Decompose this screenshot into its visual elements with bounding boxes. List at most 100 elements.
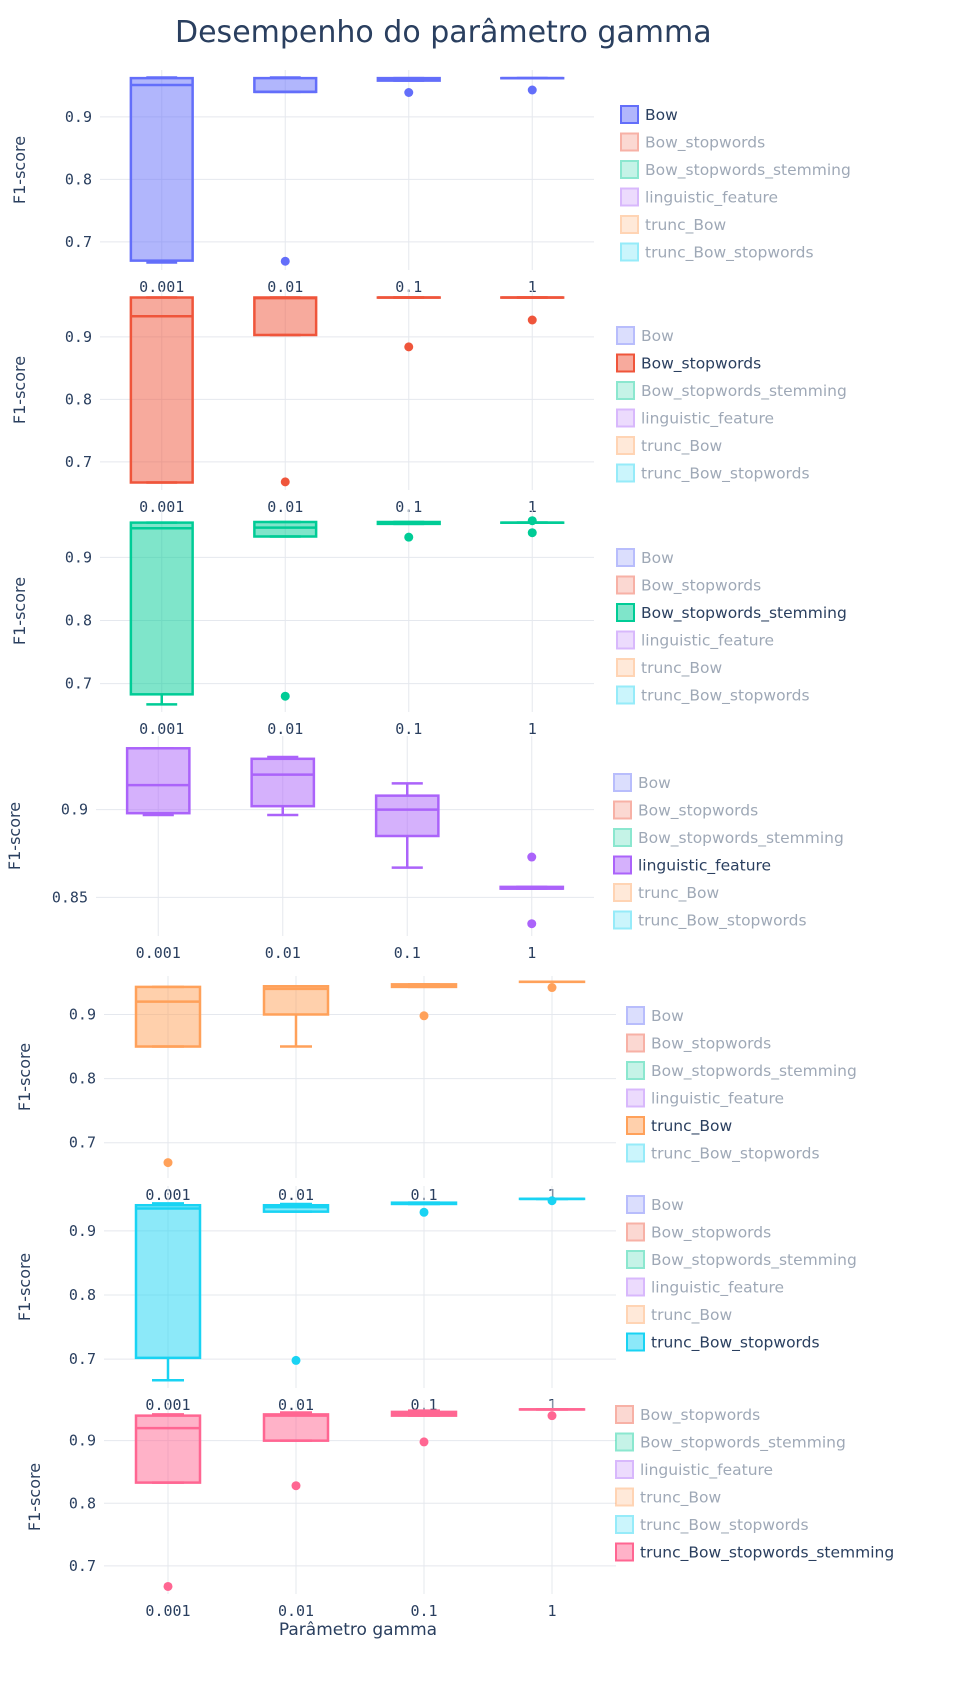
outlier-point[interactable] [404,342,414,352]
box-1[interactable] [500,516,565,538]
legend-item[interactable]: trunc_Bow_stopwords [626,1332,820,1353]
box-0.1[interactable] [374,782,440,869]
box-0.1[interactable] [390,1409,458,1447]
legend-item[interactable]: trunc_Bow_stopwords [616,463,810,484]
legend-swatch [626,1305,645,1324]
outlier-point[interactable] [280,256,290,266]
outlier-point[interactable] [291,1355,301,1365]
legend-item[interactable]: trunc_Bow [613,883,719,903]
box-1[interactable] [518,980,586,993]
legend-item[interactable]: linguistic_feature [613,855,771,876]
legend-item[interactable]: trunc_Bow [626,1116,732,1136]
legend-item[interactable]: Bow [613,773,671,792]
outlier-point[interactable] [280,477,290,487]
legend-item[interactable]: trunc_Bow_stopwords [620,242,814,263]
legend-item[interactable]: trunc_Bow_stopwords_stemming [615,1542,894,1563]
box-0.01[interactable] [262,1202,330,1365]
legend-item[interactable]: Bow [616,326,674,345]
legend-label: trunc_Bow_stopwords_stemming [640,1544,894,1563]
outlier-point[interactable] [547,1196,557,1206]
legend-swatch [613,828,632,847]
box-0.001[interactable] [134,1413,202,1591]
legend-item[interactable]: linguistic_feature [626,1277,784,1298]
box-0.1[interactable] [390,983,458,1021]
box-0.01[interactable] [262,985,330,1048]
box-1[interactable] [500,76,565,95]
outlier-point[interactable] [527,852,537,862]
legend-item[interactable]: Bow_stopwords [616,575,761,596]
legend-item[interactable]: trunc_Bow [616,436,722,456]
legend-item[interactable]: Bow_stopwords [613,800,758,821]
legend-item[interactable]: Bow_stopwords_stemming [616,381,847,401]
legend-item[interactable]: linguistic_feature [615,1460,773,1480]
y-tick-label: 0.9 [65,328,92,346]
box-0.001[interactable] [125,747,191,817]
outlier-point[interactable] [547,1411,557,1421]
legend-item[interactable]: Bow_stopwords [626,1033,771,1054]
box-1[interactable] [518,1196,586,1206]
box-0.01[interactable] [250,755,316,817]
box-0.1[interactable] [376,76,441,97]
box-0.1[interactable] [390,1201,458,1217]
legend-swatch [626,1116,645,1135]
box-0.01[interactable] [262,1411,330,1491]
y-axis-title: F1-score [15,1253,34,1321]
legend-swatch [626,1250,645,1269]
legend-item[interactable]: Bow_stopwords [615,1405,760,1425]
box-1[interactable] [499,852,565,929]
outlier-point[interactable] [527,528,537,538]
legend-item[interactable]: linguistic_feature [616,630,774,651]
legend-item[interactable]: Bow_stopwords_stemming [613,828,844,848]
box-0.001[interactable] [134,985,202,1168]
box-1[interactable] [500,296,565,325]
box-0.001[interactable] [134,1202,202,1382]
legend-item[interactable]: trunc_Bow [616,658,722,678]
box-0.01[interactable] [253,520,318,701]
box-0.01[interactable] [253,296,318,487]
legend-item[interactable]: trunc_Bow [620,215,726,235]
legend-item[interactable]: Bow [616,548,674,567]
outlier-point[interactable] [547,983,557,993]
outlier-point[interactable] [419,1437,429,1447]
box-0.1[interactable] [376,520,441,542]
legend-item[interactable]: Bow_stopwords [620,132,765,153]
box-0.001[interactable] [129,296,194,484]
legend-item[interactable]: Bow_stopwords_stemming [615,1432,846,1453]
outlier-point[interactable] [404,88,414,97]
outlier-point[interactable] [419,1207,429,1217]
legend-item[interactable]: trunc_Bow_stopwords [615,1515,809,1535]
legend-item[interactable]: trunc_Bow_stopwords [626,1143,820,1164]
legend-item[interactable]: trunc_Bow [626,1305,732,1325]
outlier-point[interactable] [163,1158,173,1168]
legend-item[interactable]: Bow_stopwords_stemming [616,603,847,623]
legend-item[interactable]: Bow_stopwords_stemming [626,1250,857,1270]
legend-item[interactable]: trunc_Bow [615,1487,721,1508]
outlier-point[interactable] [419,1011,429,1021]
legend-item[interactable]: Bow [620,105,678,124]
outlier-point[interactable] [163,1581,173,1591]
box-0.001[interactable] [129,521,194,706]
legend-item[interactable]: Bow_stopwords [616,353,761,374]
outlier-point[interactable] [404,532,414,542]
legend-item[interactable]: Bow [626,1195,684,1214]
box-0.001[interactable] [129,76,194,264]
legend-item[interactable]: Bow_stopwords_stemming [620,160,851,180]
legend-item[interactable]: trunc_Bow_stopwords [613,910,807,931]
box-1[interactable] [518,1408,586,1421]
outlier-point[interactable] [527,85,537,95]
legend-item[interactable]: linguistic_feature [616,408,774,429]
outlier-point[interactable] [527,919,537,929]
legend-item[interactable]: Bow_stopwords_stemming [626,1061,857,1081]
outlier-point[interactable] [291,1481,301,1491]
legend-item[interactable]: Bow_stopwords [626,1222,771,1243]
legend-item[interactable]: trunc_Bow_stopwords [616,685,810,706]
box-0.1[interactable] [376,296,441,352]
legend-label: trunc_Bow [641,437,722,456]
legend-item[interactable]: linguistic_feature [620,187,778,208]
box-0.01[interactable] [253,76,318,266]
outlier-point[interactable] [527,516,537,526]
outlier-point[interactable] [280,691,290,701]
outlier-point[interactable] [527,315,537,325]
legend-item[interactable]: Bow [626,1006,684,1025]
legend-item[interactable]: linguistic_feature [626,1088,784,1109]
